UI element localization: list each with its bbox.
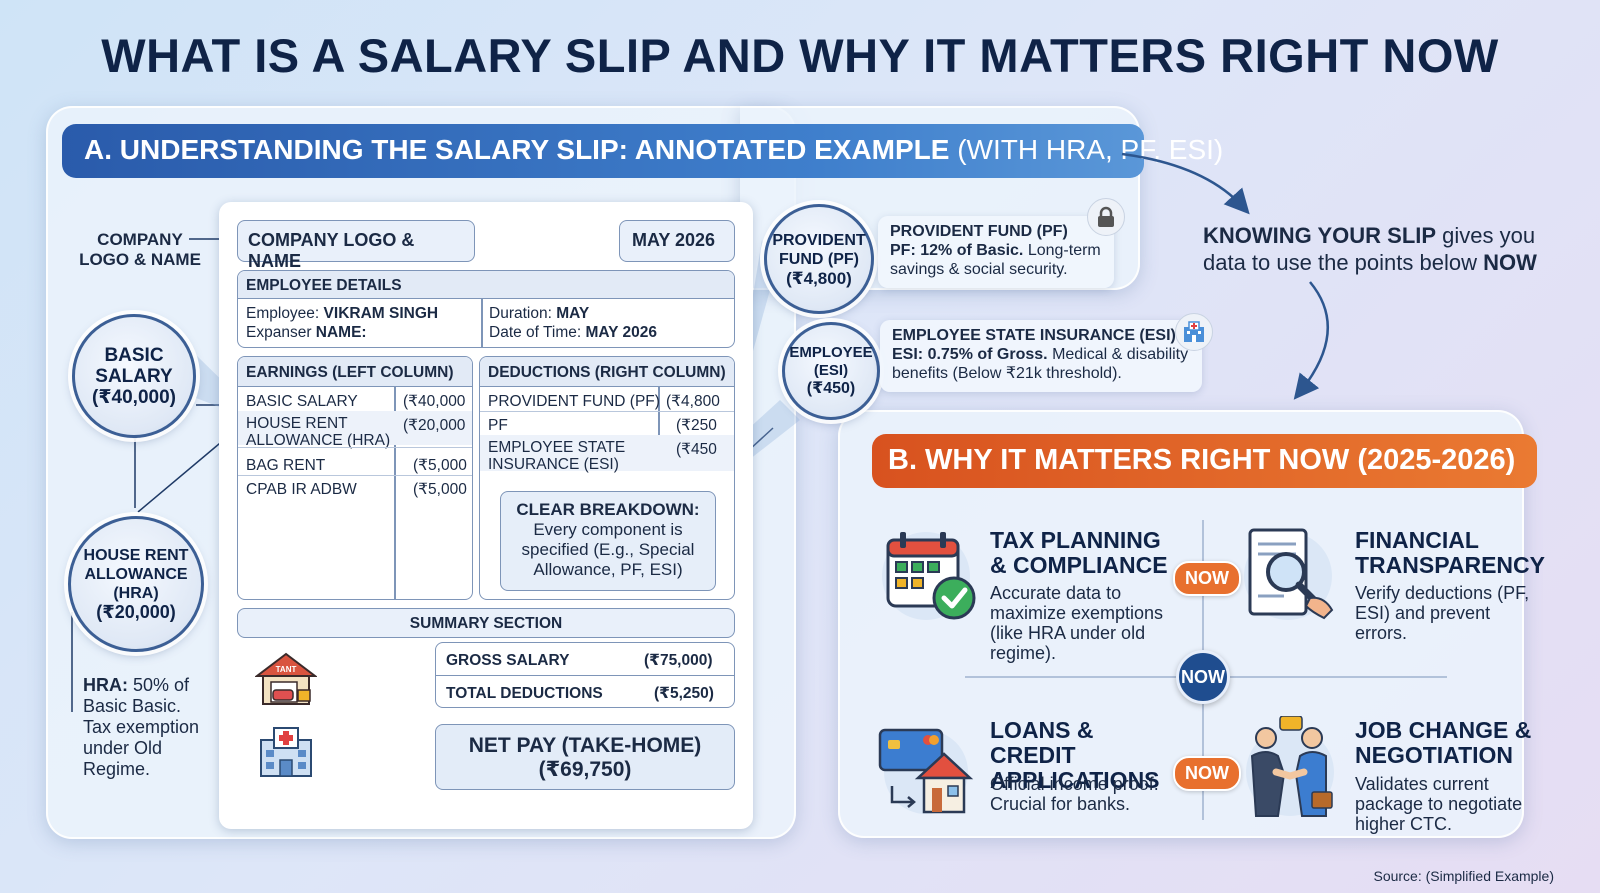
company-box: COMPANY LOGO & NAME <box>237 220 475 271</box>
financial-transparency-title: FINANCIAL TRANSPARENCY <box>1355 527 1545 578</box>
tax-planning-title: TAX PLANNING & COMPLIANCE <box>990 527 1168 578</box>
loans-credit-title: LOANS & CREDIT APPLICATIONS <box>990 717 1160 793</box>
section-a-banner-bold: A. UNDERSTANDING THE SALARY SLIP: ANNOTA… <box>84 134 950 165</box>
pf-callout: PROVIDENT FUND (PF) PF: 12% of Basic. Lo… <box>878 216 1114 288</box>
job-change-text: Validates current package to negotiate h… <box>1355 774 1523 834</box>
section-a-banner: A. UNDERSTANDING THE SALARY SLIP: ANNOTA… <box>62 124 1223 178</box>
pf-circle: PROVIDENT FUND (PF) (₹4,800) <box>764 204 874 314</box>
earning-row-label: BASIC SALARY <box>246 393 358 410</box>
employee-details-box: EMPLOYEE DETAILS Employee: VIKRAM SINGH … <box>237 270 735 348</box>
handshake-icon <box>1246 716 1334 817</box>
section-b-banner: B. WHY IT MATTERS RIGHT NOW (2025-2026) <box>872 434 1537 488</box>
net-pay-box: NET PAY (TAKE-HOME) (₹69,750) <box>435 724 735 790</box>
lock-icon <box>1087 198 1125 236</box>
earning-row-value: (₹5,000 <box>413 457 467 474</box>
hospital-icon <box>260 727 312 777</box>
earning-row-value: (₹5,000 <box>413 481 467 498</box>
section-a-banner-light: (WITH HRA, PF, ESI) <box>957 134 1224 165</box>
earning-row-label: HOUSE RENT ALLOWANCE (HRA) <box>246 415 391 449</box>
now-center-badge: NOW <box>1176 650 1230 704</box>
hospital-badge-icon <box>1175 313 1213 351</box>
earnings-table: EARNINGS (LEFT COLUMN) BASIC SALARY (₹40… <box>237 356 473 600</box>
now-pill-top: NOW <box>1173 561 1241 596</box>
magnifier-document-icon <box>1244 528 1334 620</box>
salary-slip: COMPANY LOGO & NAME MAY 2026 EMPLOYEE DE… <box>219 202 753 829</box>
source-note: Source: (Simplified Example) <box>1373 868 1554 884</box>
deduction-row-value: (₹450 <box>676 441 717 458</box>
earning-row-value: (₹20,000 <box>403 417 466 434</box>
esi-circle: EMPLOYEE (ESI) (₹450) <box>782 322 880 420</box>
deductions-table: DEDUCTIONS (RIGHT COLUMN) PROVIDENT FUND… <box>479 356 735 600</box>
loans-credit-text: Official income proof. Crucial for banks… <box>990 774 1159 814</box>
deduction-row-value: (₹4,800 <box>666 393 720 410</box>
earning-row-label: CPAB IR ADBW <box>246 481 357 498</box>
company-logo-annotation: COMPANY LOGO & NAME <box>79 230 201 269</box>
deduction-row-value: (₹250 <box>676 417 717 434</box>
deduction-row-label: EMPLOYEE STATE INSURANCE (ESI) <box>488 439 626 473</box>
hra-note: HRA: 50% of Basic Basic. Tax exemption u… <box>83 675 200 779</box>
month-box: MAY 2026 <box>619 220 735 262</box>
earning-row-value: (₹40,000 <box>403 393 466 410</box>
knowing-your-slip-text: KNOWING YOUR SLIP gives you data to use … <box>1203 223 1537 275</box>
tax-planning-text: Accurate data to maximize exemptions (li… <box>990 583 1164 663</box>
svg-text:TANT: TANT <box>276 665 297 674</box>
deduction-row-label: PF <box>488 417 508 434</box>
earning-row-label: BAG RENT <box>246 457 326 474</box>
deduction-row-label: PROVIDENT FUND (PF) <box>488 393 660 410</box>
summary-header: SUMMARY SECTION <box>237 608 735 638</box>
summary-table: GROSS SALARY (₹75,000) TOTAL DEDUCTIONS … <box>435 642 735 708</box>
card-house-icon <box>878 728 974 814</box>
basic-salary-circle: BASIC SALARY (₹40,000) <box>72 314 196 438</box>
financial-transparency-text: Verify deductions (PF, ESI) and prevent … <box>1355 583 1530 643</box>
calendar-check-icon <box>882 532 976 620</box>
job-change-title: JOB CHANGE & NEGOTIATION <box>1355 717 1532 768</box>
arrow-to-section-b <box>1293 281 1329 400</box>
esi-callout: EMPLOYEE STATE INSURANCE (ESI) ESI: 0.75… <box>880 320 1202 392</box>
house-lock-icon: TANT <box>255 652 317 705</box>
page-title: WHAT IS A SALARY SLIP AND WHY IT MATTERS… <box>101 29 1499 82</box>
now-pill-bottom: NOW <box>1173 756 1241 791</box>
clear-breakdown-callout: CLEAR BREAKDOWN: Every component is spec… <box>500 491 716 591</box>
hra-circle: HOUSE RENT ALLOWANCE (HRA) (₹20,000) <box>68 516 204 652</box>
